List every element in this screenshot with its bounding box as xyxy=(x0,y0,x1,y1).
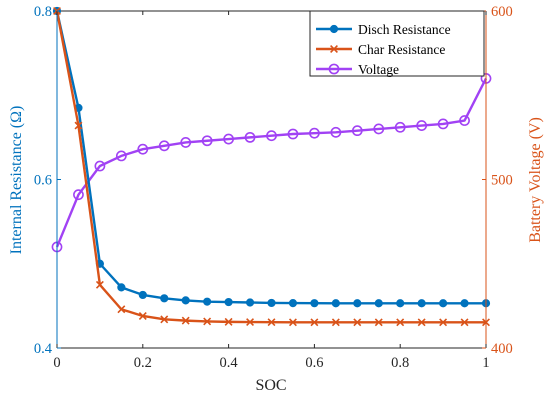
data-point xyxy=(437,118,449,130)
data-point xyxy=(201,135,213,147)
data-point xyxy=(331,318,340,327)
data-point xyxy=(351,125,363,137)
data-point xyxy=(160,294,169,303)
x-tick-label: 1 xyxy=(482,355,489,371)
left-y-tick-label: 0.8 xyxy=(34,4,52,20)
right-y-tick-label: 500 xyxy=(491,173,513,189)
legend-marker xyxy=(330,45,338,53)
data-point xyxy=(396,299,405,308)
data-point xyxy=(138,290,147,300)
legend-item: Disch Resistance xyxy=(316,22,451,37)
left-y-tick-label: 0.6 xyxy=(34,173,52,189)
data-point xyxy=(245,298,255,307)
data-point xyxy=(180,137,192,148)
data-point xyxy=(73,189,84,201)
data-point xyxy=(310,318,319,327)
x-tick-label: 0.8 xyxy=(391,355,409,371)
series-line xyxy=(55,77,488,248)
data-point xyxy=(160,315,169,324)
data-point xyxy=(417,299,426,308)
legend-item: Char Resistance xyxy=(316,42,445,57)
data-point xyxy=(310,299,319,308)
data-point xyxy=(374,318,383,327)
x-axis-title: SOC xyxy=(255,377,286,394)
data-point xyxy=(353,318,362,327)
data-point xyxy=(288,298,298,308)
data-point xyxy=(331,299,340,308)
data-point xyxy=(266,130,277,142)
data-point xyxy=(117,305,126,314)
data-point xyxy=(439,299,448,308)
data-point xyxy=(244,131,256,143)
legend-marker xyxy=(328,63,340,75)
right-y-axis-title: Battery Voltage (V) xyxy=(527,117,544,243)
data-point xyxy=(267,318,276,327)
series-char-resistance xyxy=(53,7,490,327)
data-point xyxy=(308,127,320,139)
x-tick-label: 0.6 xyxy=(305,355,323,371)
data-point xyxy=(137,143,149,155)
legend-marker xyxy=(329,24,339,34)
data-point xyxy=(246,318,255,327)
data-point xyxy=(181,316,190,325)
data-point xyxy=(416,120,428,131)
legend-box xyxy=(309,10,485,77)
x-tick-label: 0.2 xyxy=(134,355,152,371)
legend-label: Char Resistance xyxy=(358,42,445,57)
ticks-layer: 0 0.2 0.4 0.6 0.8 1 0.4 0.6 0.8 400 500 600 xyxy=(34,4,513,371)
data-point xyxy=(459,115,470,126)
data-point xyxy=(374,299,383,308)
data-point xyxy=(373,123,385,135)
data-point xyxy=(353,299,362,308)
data-point xyxy=(460,318,469,327)
data-point xyxy=(396,318,405,327)
data-point xyxy=(74,121,83,130)
data-point xyxy=(394,121,406,133)
legend: Disch Resistance Char Resistance Voltage xyxy=(309,10,485,77)
data-point xyxy=(115,150,127,162)
data-point xyxy=(330,126,342,138)
data-point xyxy=(439,318,448,327)
x-tick-label: 0.4 xyxy=(220,355,239,371)
data-point xyxy=(158,140,170,152)
data-point xyxy=(288,318,297,327)
data-point xyxy=(287,128,299,140)
data-point xyxy=(224,317,233,326)
data-point xyxy=(117,283,126,292)
data-point xyxy=(138,312,147,320)
x-tick-label: 0 xyxy=(53,355,60,371)
right-y-tick-label: 600 xyxy=(491,4,513,20)
legend-label: Disch Resistance xyxy=(358,22,451,37)
data-point xyxy=(460,299,469,308)
left-y-tick-label: 0.4 xyxy=(34,341,53,357)
data-point xyxy=(267,298,276,308)
data-point xyxy=(224,297,233,307)
series-voltage xyxy=(51,73,492,253)
series-layer xyxy=(51,6,492,327)
data-point xyxy=(95,280,104,289)
left-y-axis-title: Internal Resistance (Ω) xyxy=(8,106,25,255)
data-point xyxy=(203,317,212,326)
data-point xyxy=(223,133,234,145)
right-y-tick-label: 400 xyxy=(491,341,513,357)
data-point xyxy=(181,296,190,305)
data-point xyxy=(94,160,106,172)
legend-label: Voltage xyxy=(358,62,399,77)
legend-item: Voltage xyxy=(316,62,399,77)
data-point xyxy=(417,318,426,327)
data-point xyxy=(203,297,212,306)
